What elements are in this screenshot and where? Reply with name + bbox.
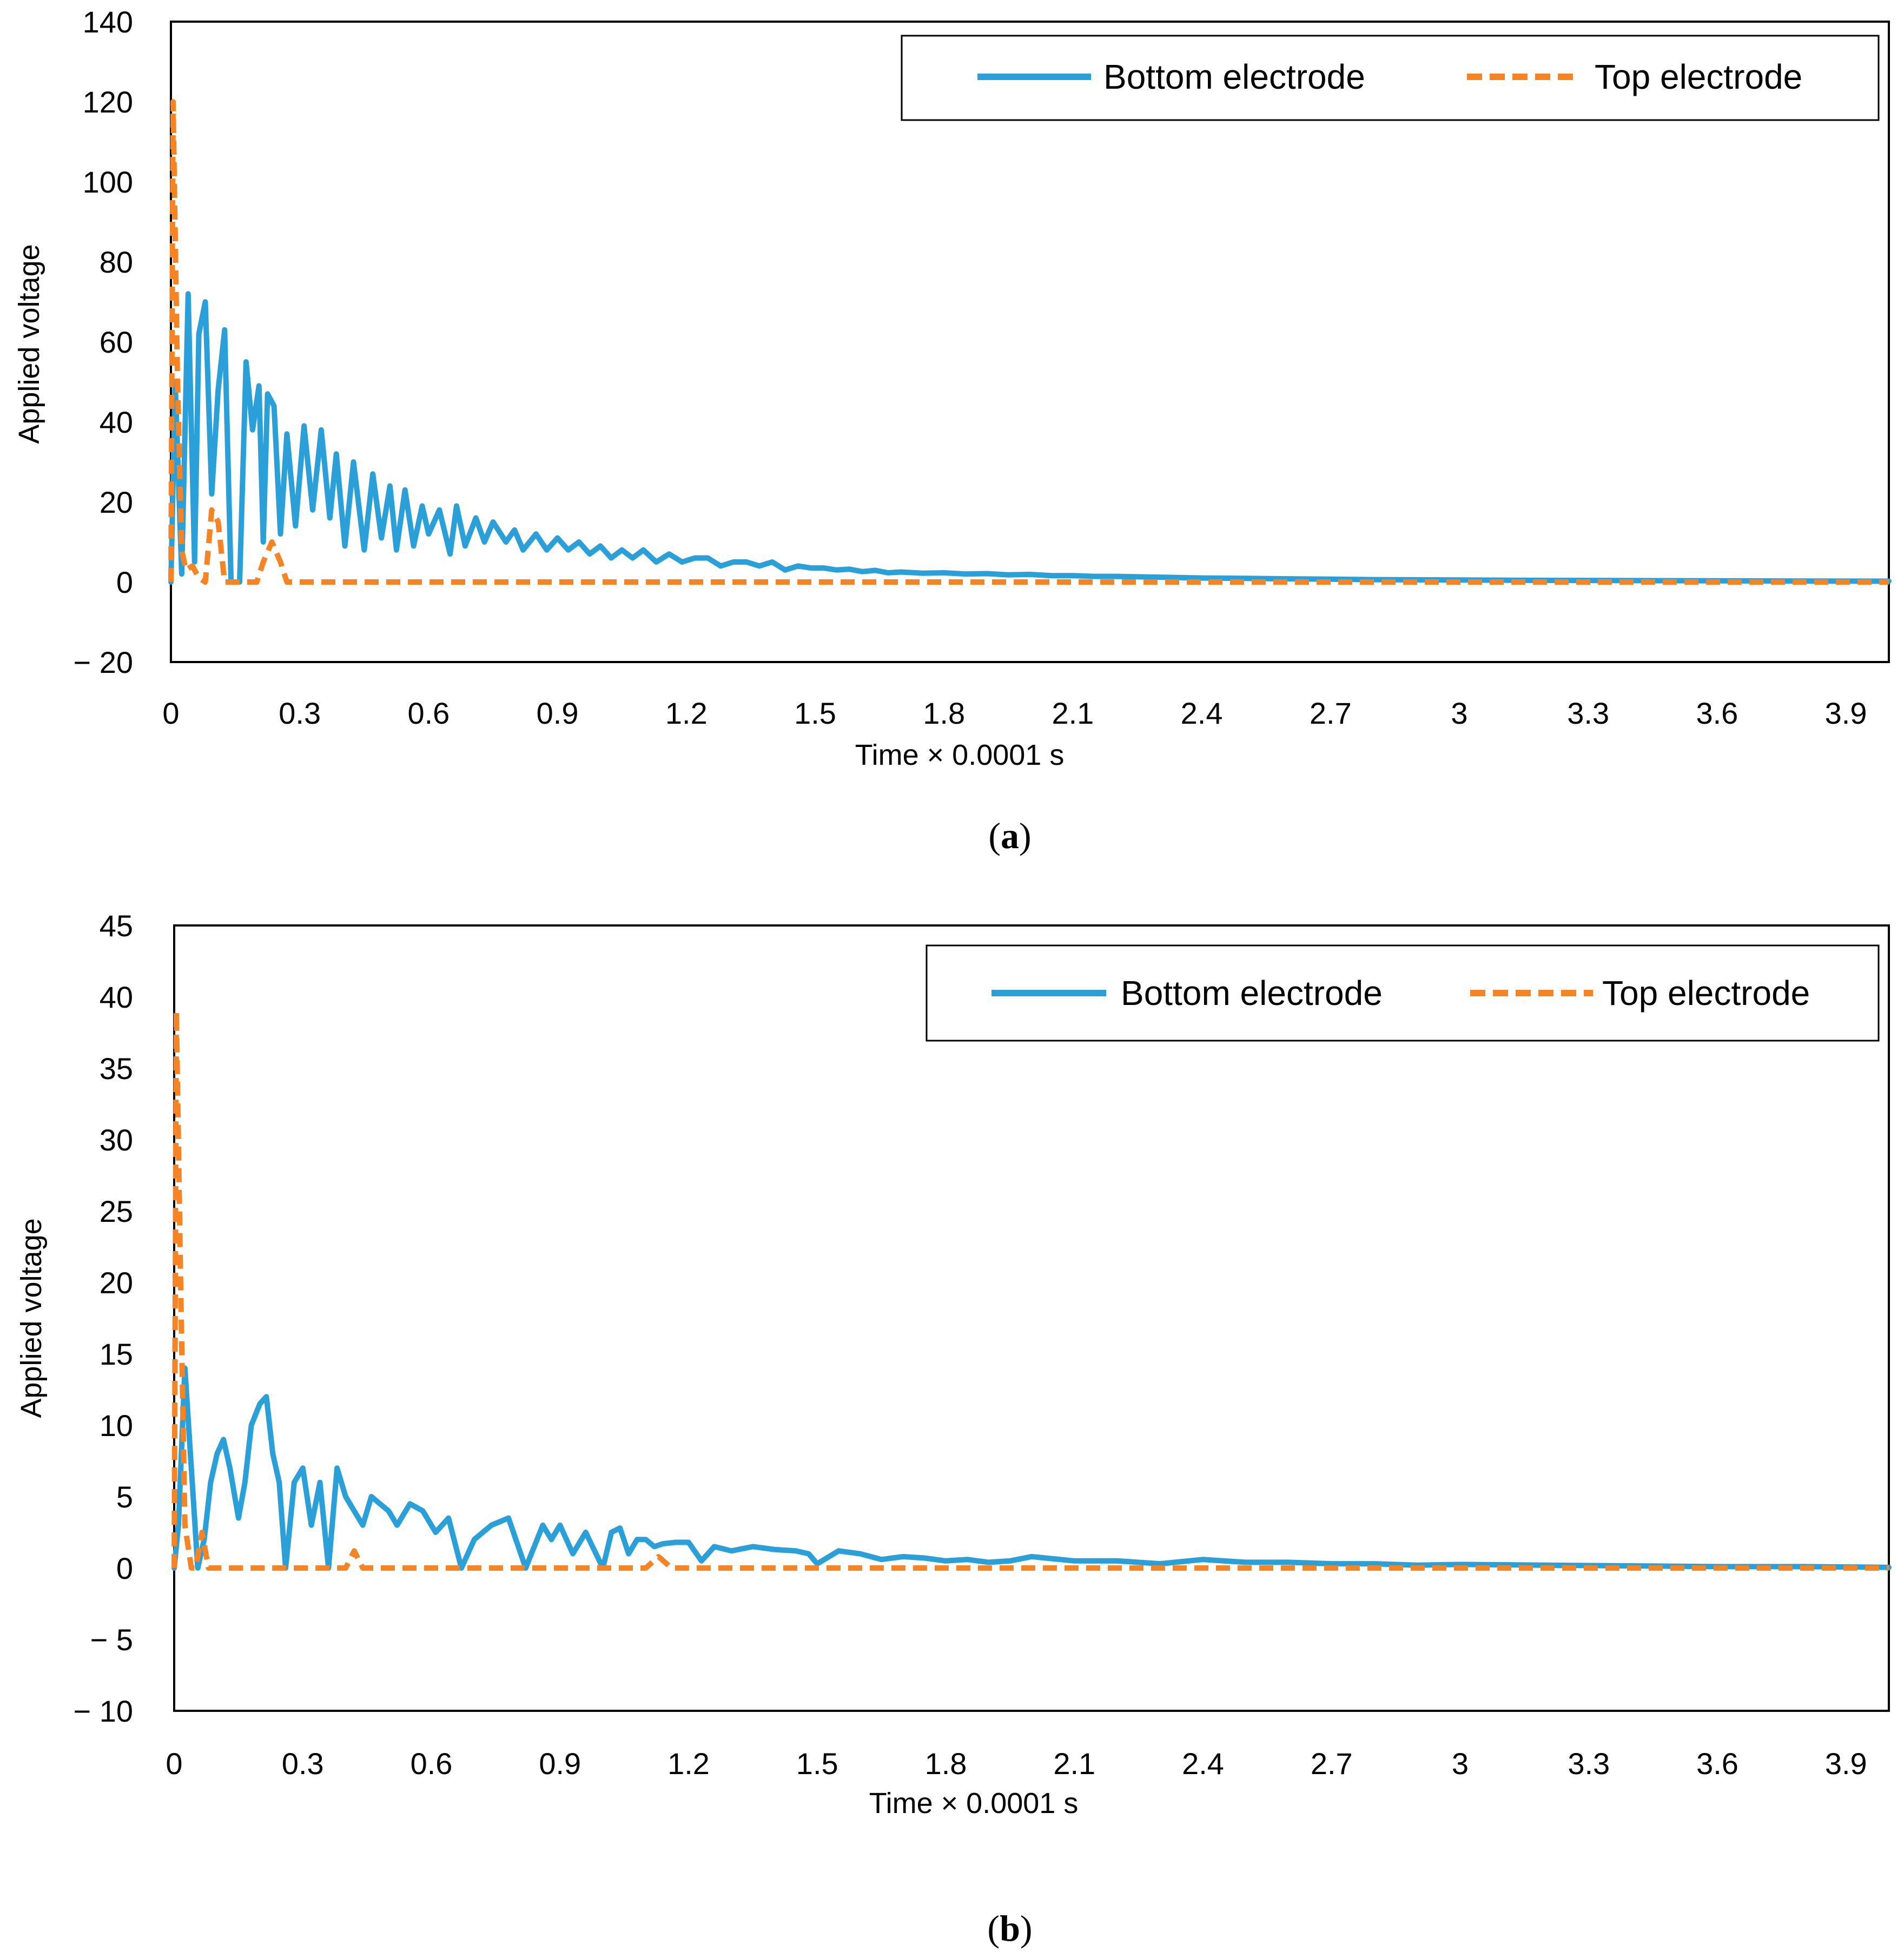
x-tick-label: 2.4 xyxy=(1182,1747,1224,1781)
x-tick-label: 1.5 xyxy=(796,1747,838,1781)
x-tick-label: 2.7 xyxy=(1311,1747,1353,1781)
x-tick-label: 1.8 xyxy=(925,1747,967,1781)
x-axis-title-b: Time × 0.0001 s xyxy=(869,1787,1079,1820)
chart-panel-b: − 10 − 5 0 5 10 15 20 25 30 35 40 45 0 0.3 0.6 0.9 1.2 1… xyxy=(15,909,1892,1949)
y-tick-label: 25 xyxy=(100,1194,133,1228)
y-tick-label: 40 xyxy=(100,405,133,439)
x-tick-label: 0.6 xyxy=(407,696,449,730)
y-tick-label: − 10 xyxy=(73,1694,133,1728)
x-tick-label: 2.1 xyxy=(1052,696,1094,730)
x-tick-label: 1.5 xyxy=(794,696,836,730)
x-axis-title-a: Time × 0.0001 s xyxy=(855,739,1065,771)
x-tick-label: 1.8 xyxy=(923,696,965,730)
y-tick-label: 20 xyxy=(100,485,133,519)
x-tick-label: 0.3 xyxy=(282,1747,324,1781)
x-tick-label: 0 xyxy=(166,1747,182,1781)
y-axis-title-a: Applied voltage xyxy=(13,244,45,444)
x-tick-label: 0.3 xyxy=(279,696,321,730)
series-line-bottom-electrode xyxy=(171,1365,1892,1571)
legend-label-top-electrode-b: Top electrode xyxy=(1602,974,1810,1013)
x-tick-label: 3.6 xyxy=(1696,696,1738,730)
x-tick-label: 1.2 xyxy=(665,696,708,730)
series-line-bottom-electrode xyxy=(168,291,1892,585)
y-tick-label: 60 xyxy=(100,325,133,359)
y-tick-label: 45 xyxy=(100,909,133,943)
y-tick-labels-a: − 20 0 20 40 60 80 100 120 140 xyxy=(73,5,133,679)
x-tick-label: 3 xyxy=(1452,1747,1469,1781)
x-tick-label: 3.3 xyxy=(1568,1747,1610,1781)
y-tick-label: − 20 xyxy=(73,645,133,679)
y-tick-label: 0 xyxy=(116,565,133,599)
x-tick-label: 1.2 xyxy=(667,1747,710,1781)
x-tick-labels-a: 0 0.3 0.6 0.9 1.2 1.5 1.8 2.1 2.4 2.7 3 3.3 3.6 3.9 xyxy=(162,696,1867,730)
x-tick-label: 3 xyxy=(1451,696,1467,730)
caption-a: (a) xyxy=(988,815,1031,856)
x-tick-label: 2.7 xyxy=(1310,696,1352,730)
y-tick-label: − 5 xyxy=(90,1623,133,1657)
chart-panel-a: − 20 0 20 40 60 80 100 120 140 0 0.3 0.6 0.9 1.2 1.5 1… xyxy=(13,5,1892,856)
y-tick-label: 80 xyxy=(100,245,133,279)
legend-a: Bottom electrode Top electrode xyxy=(901,35,1880,121)
series-lines-a xyxy=(168,99,1892,585)
y-tick-label: 120 xyxy=(83,85,133,119)
x-tick-label: 0 xyxy=(162,696,179,730)
legend-label-bottom-electrode-b: Bottom electrode xyxy=(1121,974,1383,1013)
plot-area-b xyxy=(173,924,1890,1712)
x-tick-label: 3.3 xyxy=(1567,696,1609,730)
y-tick-label: 100 xyxy=(83,165,133,199)
legend-b: Bottom electrode Top electrode xyxy=(925,944,1880,1042)
caption-b: (b) xyxy=(987,1908,1032,1949)
y-axis-title-b: Applied voltage xyxy=(15,1218,48,1418)
x-tick-label: 0.6 xyxy=(411,1747,453,1781)
y-tick-label: 40 xyxy=(100,980,133,1014)
series-lines-b xyxy=(171,1008,1892,1571)
x-tick-label: 3.9 xyxy=(1825,696,1867,730)
legend-box-b xyxy=(925,944,1880,1042)
series-line-top-electrode xyxy=(171,1008,1889,1571)
y-tick-label: 15 xyxy=(100,1337,133,1371)
x-tick-label: 3.6 xyxy=(1696,1747,1738,1781)
legend-label-top-electrode-a: Top electrode xyxy=(1595,57,1802,96)
x-tick-labels-b: 0 0.3 0.6 0.9 1.2 1.5 1.8 2.1 2.4 2.7 3 3.3 3.6 3.9 xyxy=(166,1747,1867,1781)
y-tick-labels-b: − 10 − 5 0 5 10 15 20 25 30 35 40 45 xyxy=(73,909,133,1728)
x-tick-label: 0.9 xyxy=(537,696,579,730)
legend-label-bottom-electrode-a: Bottom electrode xyxy=(1103,57,1365,96)
x-tick-label: 2.4 xyxy=(1181,696,1223,730)
plot-area-a xyxy=(170,21,1890,663)
y-tick-label: 10 xyxy=(100,1408,133,1443)
y-tick-label: 30 xyxy=(100,1123,133,1157)
x-tick-label: 3.9 xyxy=(1825,1747,1867,1781)
y-tick-label: 20 xyxy=(100,1266,133,1300)
x-tick-label: 0.9 xyxy=(539,1747,581,1781)
y-tick-label: 0 xyxy=(116,1551,133,1585)
series-line-top-electrode xyxy=(168,99,1889,585)
x-tick-label: 2.1 xyxy=(1053,1747,1095,1781)
y-tick-label: 140 xyxy=(83,5,133,39)
y-tick-label: 35 xyxy=(100,1051,133,1086)
y-tick-label: 5 xyxy=(116,1480,133,1514)
